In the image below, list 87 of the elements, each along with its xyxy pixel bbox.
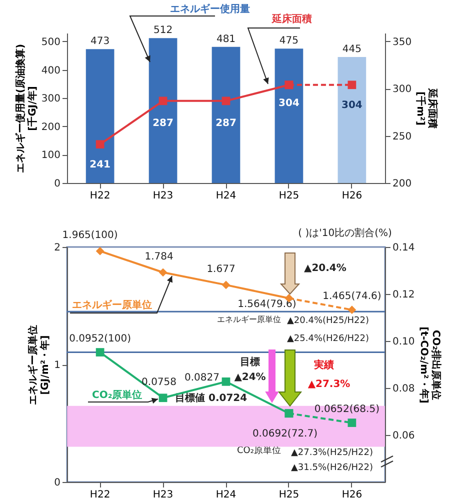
point (158, 96, 168, 106)
x-tick-label: H26 (342, 490, 362, 499)
y-tick-label: 200 (41, 122, 60, 133)
point (96, 246, 104, 256)
point (284, 80, 294, 90)
y-tick-label: 500 (41, 36, 60, 48)
series-label: CO₂原単位 (92, 389, 142, 401)
text: 延床面積 (271, 13, 312, 25)
annotation: CO₂原単位 (237, 445, 281, 456)
x-tick-label: H26 (342, 190, 362, 202)
x-tick-label: H23 (152, 490, 174, 499)
y-tick-label: 0 (54, 178, 60, 190)
x-tick-label: H22 (90, 490, 110, 499)
data-label: 0.0758 (142, 376, 177, 388)
y2-axis-title: CO₂排出原単位[t-CO₂/m²・年] (418, 326, 442, 404)
bar (212, 46, 240, 183)
annotation: 目標 (240, 356, 260, 368)
annotation: ▲24% (234, 372, 266, 383)
x-tick-label: H24 (216, 490, 236, 499)
annotation: ▲27.3% (308, 379, 350, 390)
data-label: 0.0827 (184, 372, 220, 384)
point (222, 377, 230, 386)
y-tick-label: 1 (54, 360, 60, 371)
y-tick-label: 100 (41, 150, 60, 162)
x-tick-label: H25 (278, 490, 300, 499)
y-tick-label: 2 (54, 242, 60, 254)
y2-axis-title: 延床面積[千m²] (414, 88, 439, 128)
data-label: 304 (278, 98, 300, 109)
data-label: 1.965(100) (62, 230, 118, 242)
data-label: 1.784 (144, 251, 174, 262)
y2-tick-label: 350 (392, 36, 412, 48)
y-tick-label: 300 (41, 94, 60, 105)
data-label: 0.0952(100) (69, 333, 132, 344)
y-axis-title: エネルギー使用量(原油換算)[千GJ/年] (14, 44, 38, 174)
data-label: 1.677 (206, 264, 236, 275)
point (96, 140, 104, 149)
text: エネルギー原単位 (72, 299, 152, 311)
data-label: 287 (152, 118, 174, 129)
y2-tick-label: 300 (392, 84, 412, 96)
data-label: 304 (342, 100, 362, 111)
annotation: ▲25.4%(H26/H22) (287, 334, 370, 344)
text: エネルギー使用量 (170, 3, 250, 15)
data-label: 0.0652(68.5) (314, 404, 380, 415)
y-tick-label: 0 (54, 478, 60, 488)
bar (86, 49, 114, 183)
y2-tick-label: 0.14 (392, 242, 415, 254)
y2-tick-label: 0.06 (392, 430, 415, 442)
data-label: 1.564(79.6) (238, 299, 296, 310)
data-label: 0.0692(72.7) (252, 428, 318, 440)
text: ( )は'10比の割合(%) (298, 227, 392, 239)
x-tick-label: H22 (90, 190, 110, 202)
y2-tick-label: 200 (392, 178, 412, 190)
annotation: 実績 (313, 359, 334, 371)
bar (148, 38, 178, 183)
x-tick-label: H25 (278, 190, 300, 202)
data-label: 473 (90, 36, 110, 48)
bar (274, 48, 304, 183)
y2-tick-label: 0.08 (392, 384, 415, 394)
y2-tick-label: 0.12 (392, 290, 415, 300)
x-tick-label: H24 (216, 190, 236, 202)
point (222, 280, 230, 290)
y-tick-label: 400 (41, 65, 60, 76)
point (348, 306, 356, 314)
data-label: 481 (216, 34, 236, 45)
bar (338, 57, 366, 183)
point (158, 268, 168, 277)
point (96, 348, 104, 356)
y2-tick-label: 250 (392, 131, 412, 142)
annotation: ▲20.4%(H25/H22) (287, 316, 370, 326)
x-tick-label: H23 (152, 190, 174, 202)
annotation: ▲31.5%(H26/H22) (291, 463, 374, 473)
point (158, 394, 168, 402)
annotation: エネルギー原単位 (217, 315, 281, 324)
point (222, 96, 230, 106)
data-label: 241 (90, 159, 111, 170)
data-label: 287 (216, 118, 236, 129)
y-axis-title: エネルギー原単位[GJ/m²・年] (27, 325, 52, 405)
data-label: 475 (279, 36, 299, 47)
annotation: ▲27.3%(H25/H22) (291, 448, 374, 458)
data-label: 512 (153, 25, 173, 36)
y2-tick-label: 0.10 (392, 336, 415, 348)
annotation: ▲20.4% (304, 263, 346, 274)
point (348, 418, 356, 427)
point (284, 409, 294, 418)
data-label: 445 (342, 44, 362, 56)
data-label: 1.465(74.6) (322, 290, 382, 302)
point (348, 80, 356, 90)
